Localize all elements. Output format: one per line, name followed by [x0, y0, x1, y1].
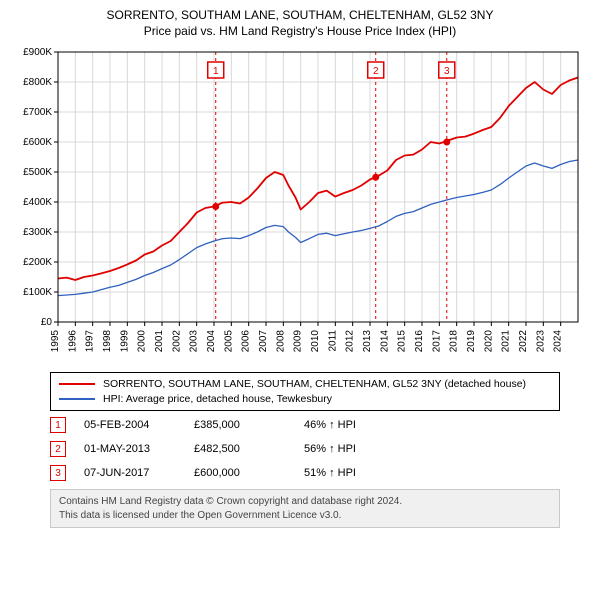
- event-hpi: 56% ↑ HPI: [304, 443, 356, 455]
- svg-text:2022: 2022: [518, 330, 529, 353]
- event-number-box: 1: [50, 417, 66, 433]
- footer-line-2: This data is licensed under the Open Gov…: [59, 509, 551, 523]
- legend-swatch: [59, 383, 95, 385]
- svg-text:2004: 2004: [206, 330, 217, 353]
- svg-text:2019: 2019: [466, 330, 477, 353]
- svg-text:2020: 2020: [483, 330, 494, 353]
- event-hpi: 46% ↑ HPI: [304, 419, 356, 431]
- event-hpi: 51% ↑ HPI: [304, 467, 356, 479]
- svg-text:£100K: £100K: [23, 287, 52, 298]
- svg-text:1997: 1997: [85, 330, 96, 353]
- legend-item: HPI: Average price, detached house, Tewk…: [59, 393, 551, 405]
- svg-text:£300K: £300K: [23, 227, 52, 238]
- svg-text:2014: 2014: [379, 330, 390, 353]
- svg-text:2018: 2018: [449, 330, 460, 353]
- legend-label: HPI: Average price, detached house, Tewk…: [103, 393, 332, 405]
- svg-text:2012: 2012: [345, 330, 356, 353]
- svg-text:2015: 2015: [397, 330, 408, 353]
- event-date: 01-MAY-2013: [84, 443, 194, 455]
- footer-line-1: Contains HM Land Registry data © Crown c…: [59, 495, 551, 509]
- svg-text:1: 1: [213, 66, 219, 77]
- svg-text:2023: 2023: [535, 330, 546, 353]
- chart-area: £0 £100K £200K £300K £400K £500K £600K £700K £80…: [10, 44, 590, 364]
- event-date: 05-FEB-2004: [84, 419, 194, 431]
- svg-text:£600K: £600K: [23, 137, 52, 148]
- footer-attribution: Contains HM Land Registry data © Crown c…: [50, 489, 560, 528]
- event-list: 1 05-FEB-2004£385,00046% ↑ HPI 2 01-MAY-201…: [50, 417, 560, 481]
- svg-text:2013: 2013: [362, 330, 373, 353]
- svg-text:2024: 2024: [553, 330, 564, 353]
- svg-text:2005: 2005: [223, 330, 234, 353]
- event-price: £482,500: [194, 443, 304, 455]
- svg-text:2009: 2009: [293, 330, 304, 353]
- event-price: £385,000: [194, 419, 304, 431]
- svg-text:3: 3: [444, 66, 450, 77]
- svg-text:£700K: £700K: [23, 107, 52, 118]
- chart-title-address: SORRENTO, SOUTHAM LANE, SOUTHAM, CHELTEN…: [10, 8, 590, 22]
- svg-text:2006: 2006: [241, 330, 252, 353]
- svg-text:1995: 1995: [50, 330, 61, 353]
- svg-text:£400K: £400K: [23, 197, 52, 208]
- event-number-box: 3: [50, 465, 66, 481]
- event-number-box: 2: [50, 441, 66, 457]
- svg-text:£200K: £200K: [23, 257, 52, 268]
- legend-label: SORRENTO, SOUTHAM LANE, SOUTHAM, CHELTEN…: [103, 378, 526, 390]
- svg-text:2003: 2003: [189, 330, 200, 353]
- svg-text:2000: 2000: [137, 330, 148, 353]
- svg-text:2002: 2002: [171, 330, 182, 353]
- svg-text:1999: 1999: [119, 330, 130, 353]
- svg-text:2008: 2008: [275, 330, 286, 353]
- event-row: 3 07-JUN-2017£600,00051% ↑ HPI: [50, 465, 560, 481]
- svg-text:2: 2: [373, 66, 379, 77]
- svg-text:£500K: £500K: [23, 167, 52, 178]
- svg-text:2011: 2011: [327, 330, 338, 352]
- svg-text:2007: 2007: [258, 330, 269, 353]
- event-date: 07-JUN-2017: [84, 467, 194, 479]
- legend-item: SORRENTO, SOUTHAM LANE, SOUTHAM, CHELTEN…: [59, 378, 551, 390]
- event-row: 1 05-FEB-2004£385,00046% ↑ HPI: [50, 417, 560, 433]
- svg-text:1996: 1996: [67, 330, 78, 353]
- line-chart-svg: £0 £100K £200K £300K £400K £500K £600K £700K £80…: [10, 44, 590, 364]
- legend: SORRENTO, SOUTHAM LANE, SOUTHAM, CHELTEN…: [50, 372, 560, 411]
- svg-text:£0: £0: [41, 317, 53, 328]
- event-price: £600,000: [194, 467, 304, 479]
- legend-swatch: [59, 398, 95, 400]
- svg-text:2017: 2017: [431, 330, 442, 353]
- svg-text:1998: 1998: [102, 330, 113, 353]
- svg-text:£800K: £800K: [23, 77, 52, 88]
- svg-text:2001: 2001: [154, 330, 165, 353]
- svg-text:£900K: £900K: [23, 47, 52, 58]
- svg-text:2021: 2021: [501, 330, 512, 353]
- event-row: 2 01-MAY-2013£482,50056% ↑ HPI: [50, 441, 560, 457]
- svg-text:2010: 2010: [310, 330, 321, 353]
- svg-text:2016: 2016: [414, 330, 425, 353]
- chart-title-desc: Price paid vs. HM Land Registry's House …: [10, 24, 590, 38]
